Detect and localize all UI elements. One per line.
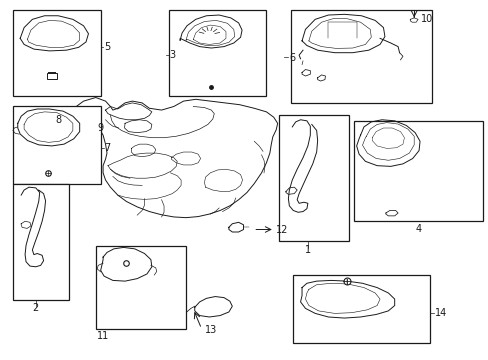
Bar [293, 275, 429, 343]
Text: 2: 2 [33, 303, 39, 314]
Text: 7: 7 [104, 143, 111, 153]
Bar [47, 73, 57, 79]
Text: 14: 14 [434, 308, 446, 318]
Text: 12: 12 [276, 225, 288, 235]
Text: 1: 1 [304, 245, 310, 255]
Text: 4: 4 [415, 225, 421, 234]
Bar [290, 10, 431, 103]
Bar [13, 10, 101, 96]
Text: 9: 9 [97, 123, 103, 132]
Text: 5: 5 [104, 42, 110, 52]
Text: 6: 6 [289, 53, 295, 63]
Text: 8: 8 [55, 115, 61, 125]
Bar [278, 116, 348, 241]
Text: 10: 10 [420, 14, 432, 24]
Text: 13: 13 [204, 325, 216, 335]
Bar [168, 10, 266, 96]
Bar [13, 184, 69, 300]
Text: 3: 3 [169, 50, 175, 60]
Bar [96, 246, 185, 329]
Bar [13, 107, 101, 184]
Text: 11: 11 [97, 331, 109, 341]
Bar [353, 121, 483, 221]
